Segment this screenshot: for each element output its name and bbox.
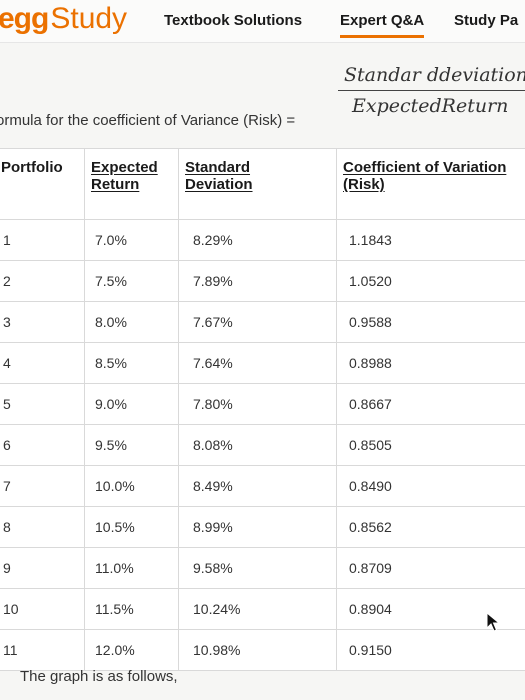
- cell-cv: 0.8904: [336, 588, 525, 630]
- table-row: 10 11.5% 10.24% 0.8904: [0, 588, 525, 630]
- cell-portfolio: 1: [0, 219, 85, 261]
- cell-portfolio: 6: [0, 424, 85, 466]
- cell-portfolio: 9: [0, 547, 85, 589]
- cell-portfolio: 11: [0, 629, 85, 671]
- cell-cv: 0.9588: [336, 301, 525, 343]
- header-cv-line1: Coefficient of Variation: [343, 159, 507, 176]
- cell-expected-return: 8.0%: [84, 301, 179, 343]
- cell-portfolio: 8: [0, 506, 85, 548]
- header-std-line1: Standard: [185, 159, 251, 176]
- table-row: 2 7.5% 7.89% 1.0520: [0, 260, 525, 302]
- cell-portfolio: 4: [0, 342, 85, 384]
- header-portfolio-text: Portfolio: [1, 159, 63, 176]
- table-row: 5 9.0% 7.80% 0.8667: [0, 383, 525, 425]
- portfolio-table: Portfolio Expected Return Standard Devia…: [0, 148, 525, 671]
- nav-study-pack[interactable]: Study Pa: [454, 12, 519, 29]
- table-row: 11 12.0% 10.98% 0.9150: [0, 629, 525, 671]
- cell-cv: 0.8562: [336, 506, 525, 548]
- cell-cv: 0.8505: [336, 424, 525, 466]
- mouse-pointer-icon: [486, 611, 502, 637]
- cell-std-dev: 8.49%: [178, 465, 337, 507]
- top-navigation-bar: eggStudy Textbook Solutions Expert Q&A S…: [0, 0, 525, 43]
- table-row: 8 10.5% 8.99% 0.8562: [0, 506, 525, 548]
- table-header-row: Portfolio Expected Return Standard Devia…: [0, 148, 525, 220]
- cell-expected-return: 10.5%: [84, 506, 179, 548]
- cell-portfolio: 2: [0, 260, 85, 302]
- cell-cv: 1.1843: [336, 219, 525, 261]
- cell-expected-return: 8.5%: [84, 342, 179, 384]
- cell-expected-return: 12.0%: [84, 629, 179, 671]
- cell-portfolio: 5: [0, 383, 85, 425]
- cell-cv: 0.9150: [336, 629, 525, 671]
- header-cv-line2: (Risk): [343, 176, 385, 193]
- chegg-study-logo[interactable]: eggStudy: [0, 2, 127, 36]
- brand-egg-text: egg: [0, 2, 49, 35]
- cell-expected-return: 9.0%: [84, 383, 179, 425]
- nav-textbook-solutions[interactable]: Textbook Solutions: [164, 12, 303, 29]
- cell-expected-return: 7.0%: [84, 219, 179, 261]
- graph-intro-text: The graph is as follows,: [20, 668, 178, 685]
- cell-std-dev: 7.64%: [178, 342, 337, 384]
- fraction-bar: [338, 90, 525, 91]
- brand-study-text: Study: [50, 2, 128, 35]
- cell-portfolio: 3: [0, 301, 85, 343]
- cell-std-dev: 8.29%: [178, 219, 337, 261]
- cell-std-dev: 7.80%: [178, 383, 337, 425]
- cell-portfolio: 7: [0, 465, 85, 507]
- table-row: 3 8.0% 7.67% 0.9588: [0, 301, 525, 343]
- header-std-line2: Deviation: [185, 176, 253, 193]
- table-row: 9 11.0% 9.58% 0.8709: [0, 547, 525, 589]
- header-expected-return: Expected Return: [84, 148, 179, 220]
- formula-denominator: ExpectedReturn: [352, 95, 509, 117]
- table-row: 1 7.0% 8.29% 1.1843: [0, 219, 525, 261]
- cell-cv: 0.8988: [336, 342, 525, 384]
- header-expected-line1: Expected: [91, 159, 158, 176]
- cell-expected-return: 7.5%: [84, 260, 179, 302]
- header-coefficient-of-variation: Coefficient of Variation (Risk): [336, 148, 525, 220]
- cell-cv: 0.8490: [336, 465, 525, 507]
- cell-std-dev: 10.98%: [178, 629, 337, 671]
- cv-formula-fraction: Standar ddeviation ExpectedReturn: [338, 64, 525, 117]
- cell-expected-return: 11.5%: [84, 588, 179, 630]
- cell-cv: 1.0520: [336, 260, 525, 302]
- cell-cv: 0.8667: [336, 383, 525, 425]
- nav-expert-qa[interactable]: Expert Q&A: [340, 12, 425, 38]
- header-portfolio: Portfolio: [0, 148, 85, 220]
- cell-std-dev: 8.99%: [178, 506, 337, 548]
- cell-expected-return: 11.0%: [84, 547, 179, 589]
- cell-std-dev: 10.24%: [178, 588, 337, 630]
- header-expected-line2: Return: [91, 176, 140, 193]
- table-row: 6 9.5% 8.08% 0.8505: [0, 424, 525, 466]
- table-row: 4 8.5% 7.64% 0.8988: [0, 342, 525, 384]
- formula-numerator: Standar ddeviation: [344, 64, 525, 86]
- cell-cv: 0.8709: [336, 547, 525, 589]
- cell-portfolio: 10: [0, 588, 85, 630]
- formula-label: ormula for the coefficient of Variance (…: [0, 112, 296, 129]
- cell-expected-return: 9.5%: [84, 424, 179, 466]
- cell-std-dev: 7.89%: [178, 260, 337, 302]
- cell-std-dev: 7.67%: [178, 301, 337, 343]
- table-row: 7 10.0% 8.49% 0.8490: [0, 465, 525, 507]
- header-standard-deviation: Standard Deviation: [178, 148, 337, 220]
- cell-std-dev: 9.58%: [178, 547, 337, 589]
- cell-expected-return: 10.0%: [84, 465, 179, 507]
- cell-std-dev: 8.08%: [178, 424, 337, 466]
